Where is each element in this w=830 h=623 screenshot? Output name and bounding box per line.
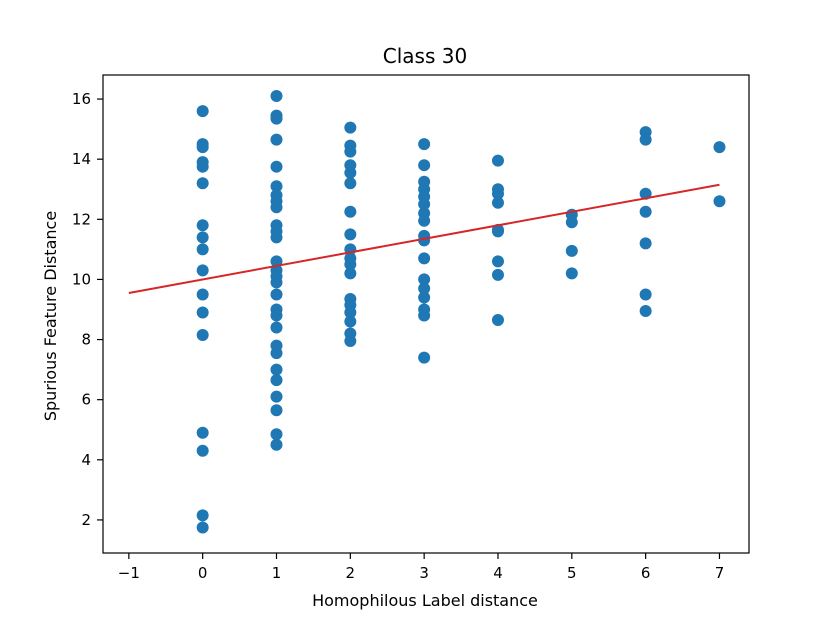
y-tick-label: 2 [81,511,91,529]
x-tick-label: 7 [715,564,725,582]
scatter-point [270,321,283,334]
scatter-point [418,138,431,151]
scatter-point [270,390,283,403]
scatter-point [639,133,652,146]
scatter-point [196,243,209,256]
scatter-point [491,187,504,200]
scatter-point [196,329,209,342]
y-tick-label: 10 [72,270,91,288]
scatter-point [418,309,431,322]
scatter-point [344,145,357,158]
scatter-point [196,219,209,232]
scatter-point [418,351,431,364]
y-tick-label: 12 [72,210,91,228]
plot-area-frame [102,74,750,554]
x-tick-label: 1 [272,564,282,582]
y-tick-label: 4 [81,451,91,469]
scatter-point [270,160,283,173]
x-tick-label: 0 [198,564,208,582]
x-axis-label: Homophilous Label distance [312,591,538,610]
scatter-point [270,276,283,289]
scatter-point [196,105,209,118]
scatter-point [565,244,578,257]
scatter-point [196,141,209,154]
scatter-point [565,267,578,280]
x-tick-label: 3 [419,564,429,582]
scatter-point [418,273,431,286]
scatter-point [270,90,283,103]
scatter-point [418,252,431,265]
scatter-point [270,180,283,193]
scatter-point [344,121,357,134]
scatter-point [196,264,209,277]
scatter-point [270,133,283,146]
scatter-point [418,282,431,295]
scatter-point [639,205,652,218]
scatter-point [344,315,357,328]
scatter-point [713,141,726,154]
y-tick-label: 16 [72,90,91,108]
scatter-point [196,509,209,522]
x-axis-ticks: −1 0 1 2 3 4 5 6 7 [118,553,724,582]
scatter-point [270,309,283,322]
scatter-point [196,288,209,301]
scatter-point [344,267,357,280]
scatter-point [270,201,283,214]
scatter-point [491,255,504,268]
scatter-point [418,198,431,211]
scatter-point [344,205,357,218]
scatter-point [270,347,283,360]
scatter-point [344,228,357,241]
fit-line [128,183,720,294]
x-tick-label: 6 [641,564,651,582]
y-tick-label: 8 [81,331,91,349]
y-axis-label: Spurious Feature Distance [41,211,60,421]
scatter-point [418,291,431,304]
x-tick-label: 5 [567,564,577,582]
scatter-point [270,374,283,387]
x-tick-label: 4 [493,564,503,582]
scatter-point [196,160,209,173]
scatter-point [491,225,504,238]
scatter-point [270,363,283,376]
scatter-point [491,314,504,327]
y-axis-ticks: 2 4 6 8 10 12 14 16 [72,90,103,529]
scatter-point [270,288,283,301]
scatter-point [565,216,578,229]
scatter-point [196,521,209,534]
x-tick-label: 2 [346,564,356,582]
scatter-point [196,444,209,457]
x-tick-label: −1 [118,564,140,582]
scatter-point [639,304,652,317]
scatter-point [491,196,504,209]
scatter-point [418,214,431,227]
scatter-point [713,195,726,208]
scatter-point [196,426,209,439]
scatter-point [491,268,504,281]
scatter-point [418,159,431,172]
scatter-point [491,154,504,167]
scatter-point [196,177,209,190]
scatter-point [344,258,357,271]
y-tick-label: 6 [81,391,91,409]
scatter-point [344,335,357,348]
scatter-point [270,404,283,417]
scatter-point [270,112,283,125]
scatter-point [270,438,283,451]
chart-title: Class 30 [383,44,467,68]
scatter-point [196,306,209,319]
scatter-point [344,306,357,319]
scatter-point [639,288,652,301]
scatter-point [196,231,209,244]
marks-layer [128,90,726,534]
y-tick-label: 14 [72,150,91,168]
scatter-point [270,428,283,441]
scatter-point [639,237,652,250]
scatter-point [270,231,283,244]
scatter-point [344,166,357,179]
scatter-point [344,177,357,190]
